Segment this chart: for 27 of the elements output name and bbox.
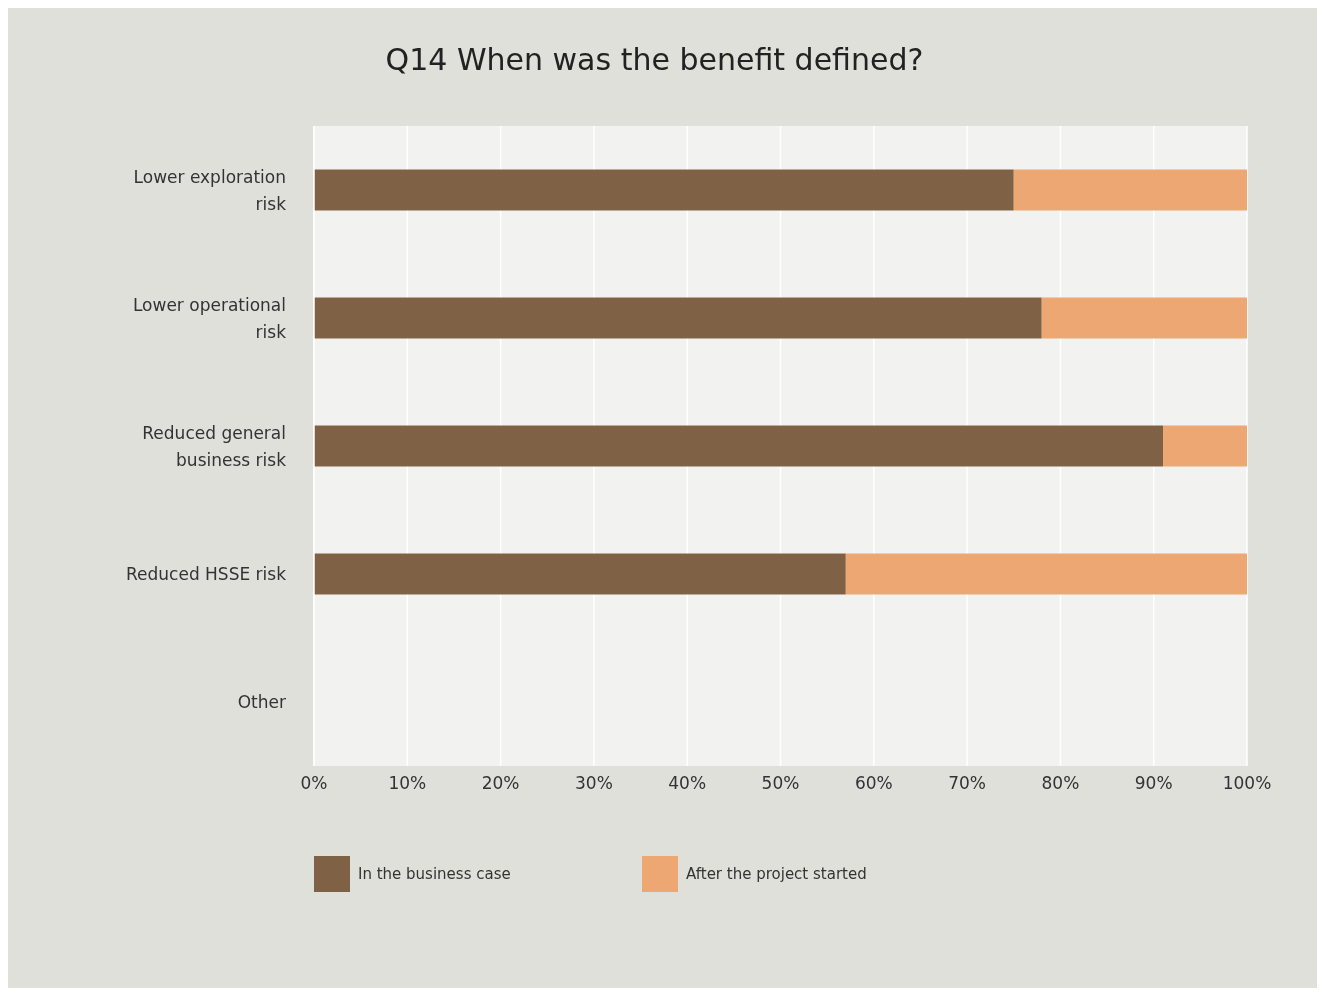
y-tick-label: Reduced HSSE risk — [126, 564, 287, 584]
x-tick-label: 70% — [948, 773, 986, 793]
y-tick-label: Lower operational risk — [132, 294, 287, 342]
bar — [314, 169, 1014, 211]
bar — [845, 553, 1247, 595]
legend-label: In the business case — [358, 865, 511, 883]
x-tick-label: 40% — [668, 773, 707, 793]
bar — [1013, 169, 1247, 211]
legend-label: After the project started — [686, 865, 867, 883]
x-tick-label: 0% — [300, 773, 328, 793]
bar — [1041, 297, 1247, 339]
x-tick-label: 20% — [481, 773, 520, 793]
bar — [314, 553, 846, 595]
x-tick-label: 50% — [761, 773, 800, 793]
y-tick-label: Reduced general business risk — [142, 422, 287, 470]
x-tick-label: 100% — [1222, 773, 1272, 793]
y-tick-label: Lower exploration risk — [133, 166, 287, 214]
x-tick-label: 90% — [1134, 773, 1173, 793]
bar — [314, 297, 1042, 339]
x-tick-label: 10% — [388, 773, 427, 793]
x-tick-label: 60% — [854, 773, 893, 793]
x-tick-label: 80% — [1041, 773, 1080, 793]
y-tick-label: Other — [237, 692, 286, 712]
bar — [1163, 425, 1247, 467]
bar — [314, 425, 1164, 467]
x-tick-label: 30% — [575, 773, 613, 793]
chart-title: Q14 When was the benefit defined? — [385, 42, 924, 77]
